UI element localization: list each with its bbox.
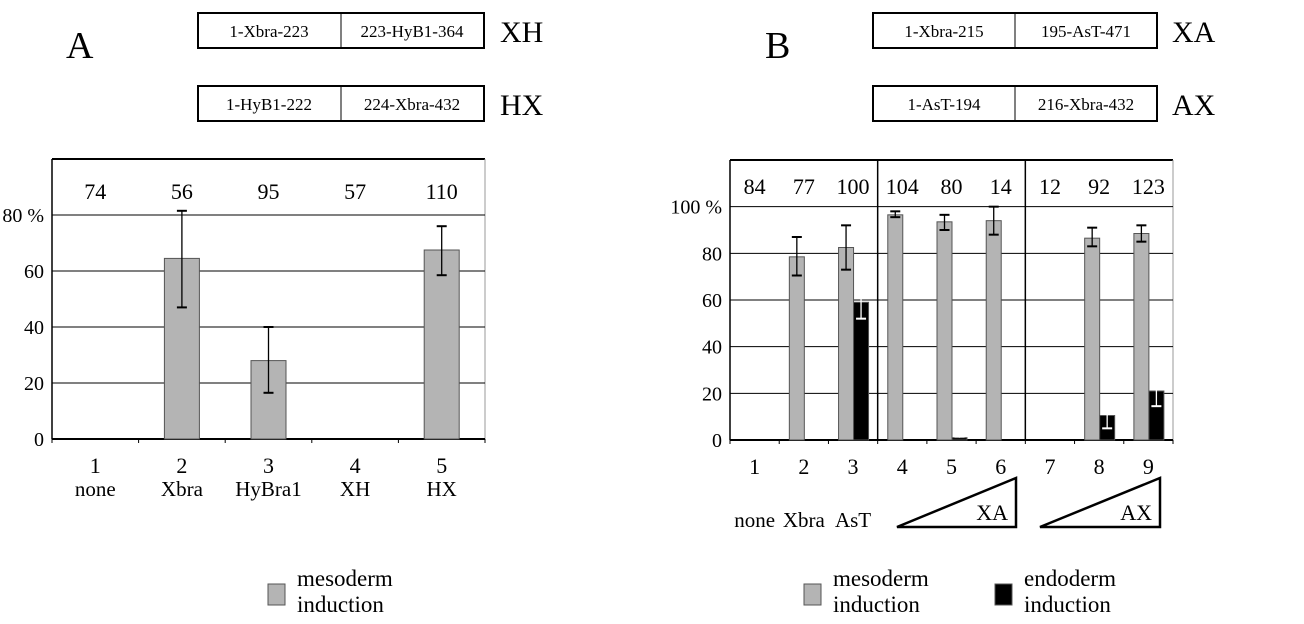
y-tick-label: 60 — [702, 290, 722, 312]
category-label: 1 — [90, 453, 101, 478]
category-label: 8 — [1094, 454, 1105, 479]
legend-swatch — [267, 583, 286, 606]
construct-name: XH — [500, 16, 543, 49]
count-label: 56 — [171, 179, 193, 204]
bar — [838, 247, 855, 441]
category-label: 4 — [897, 454, 908, 479]
bar — [887, 214, 904, 441]
y-tick-label: 60 — [24, 261, 44, 283]
y-tick-label: 80 % — [2, 205, 44, 227]
construct-xh: 1-Xbra-223 223-HyB1-364 XH — [197, 12, 543, 49]
construct-ax: 1-AsT-194 216-Xbra-432 AX — [872, 85, 1216, 122]
construct-name: XA — [1172, 16, 1216, 49]
legend-label: induction — [1024, 592, 1111, 617]
dose-group-label: AX — [1120, 500, 1152, 525]
construct-left: 1-Xbra-215 — [904, 22, 983, 41]
count-label: 110 — [426, 179, 458, 204]
y-tick-label: 80 — [702, 243, 722, 265]
category-label: 2 — [176, 453, 187, 478]
construct-hx: 1-HyB1-222 224-Xbra-432 HX — [197, 85, 544, 122]
legend-label: induction — [833, 592, 920, 617]
construct-name: AX — [1172, 89, 1216, 122]
legend-swatch — [994, 583, 1013, 606]
dose-triangle — [896, 476, 1018, 529]
category-label: 9 — [1143, 454, 1154, 479]
count-label: 80 — [941, 174, 963, 199]
construct-right: 216-Xbra-432 — [1038, 95, 1134, 114]
category-label: 4 — [350, 453, 361, 478]
category-label: 7 — [1044, 454, 1055, 479]
count-label: 100 — [837, 174, 870, 199]
category-name: XH — [340, 477, 370, 501]
category-label: 5 — [436, 453, 447, 478]
category-label: 2 — [798, 454, 809, 479]
construct-left: 1-AsT-194 — [907, 95, 981, 114]
category-name: none — [734, 508, 775, 532]
construct-left: 1-Xbra-223 — [229, 22, 308, 41]
count-label: 92 — [1088, 174, 1110, 199]
y-tick-label: 20 — [24, 373, 44, 395]
y-tick-label: 20 — [702, 383, 722, 405]
count-label: 84 — [744, 174, 766, 199]
bar — [788, 256, 805, 441]
count-label: 57 — [344, 179, 366, 204]
construct-left: 1-HyB1-222 — [226, 95, 312, 114]
category-name: HX — [427, 477, 457, 501]
category-label: 1 — [749, 454, 760, 479]
y-tick-label: 40 — [24, 317, 44, 339]
category-name: AsT — [835, 508, 871, 532]
dose-triangle — [1039, 476, 1162, 529]
construct-name: HX — [500, 89, 544, 122]
category-label: 5 — [946, 454, 957, 479]
category-label: 3 — [263, 453, 274, 478]
bar — [423, 249, 460, 440]
legend-label: mesoderm — [833, 566, 929, 591]
construct-right: 224-Xbra-432 — [364, 95, 460, 114]
bar — [1133, 233, 1150, 441]
construct-xa: 1-Xbra-215 195-AsT-471 XA — [872, 12, 1216, 49]
legend-label: induction — [297, 592, 384, 617]
count-label: 77 — [793, 174, 815, 199]
legend-swatch — [803, 583, 822, 606]
bar — [936, 221, 953, 441]
count-label: 74 — [84, 179, 106, 204]
dose-group-label: XA — [976, 500, 1008, 525]
y-tick-label: 0 — [712, 430, 722, 452]
chart-b: 0 20 40 60 80 100 % 84 1 none 77 2 Xbra 100 3 AsT 104 4 8… — [670, 159, 1174, 617]
count-label: 14 — [990, 174, 1012, 199]
category-name: Xbra — [161, 477, 204, 501]
bar — [951, 437, 968, 441]
category-name: HyBra1 — [235, 477, 302, 501]
bar — [853, 301, 870, 441]
count-label: 95 — [258, 179, 280, 204]
panel-label-a: A — [66, 25, 94, 67]
count-label: 104 — [886, 174, 919, 199]
y-tick-label: 100 % — [670, 197, 722, 219]
construct-right: 195-AsT-471 — [1041, 22, 1131, 41]
category-name: none — [75, 477, 116, 501]
y-tick-label: 0 — [34, 429, 44, 451]
y-tick-label: 40 — [702, 337, 722, 359]
bar — [1084, 237, 1101, 441]
category-label: 6 — [995, 454, 1006, 479]
bar — [985, 220, 1002, 441]
count-label: 12 — [1039, 174, 1061, 199]
panel-label-b: B — [765, 25, 790, 67]
count-label: 123 — [1132, 174, 1165, 199]
construct-right: 223-HyB1-364 — [361, 22, 464, 41]
legend-label: mesoderm — [297, 566, 393, 591]
category-name: Xbra — [783, 508, 826, 532]
legend-label: endoderm — [1024, 566, 1116, 591]
category-label: 3 — [848, 454, 859, 479]
